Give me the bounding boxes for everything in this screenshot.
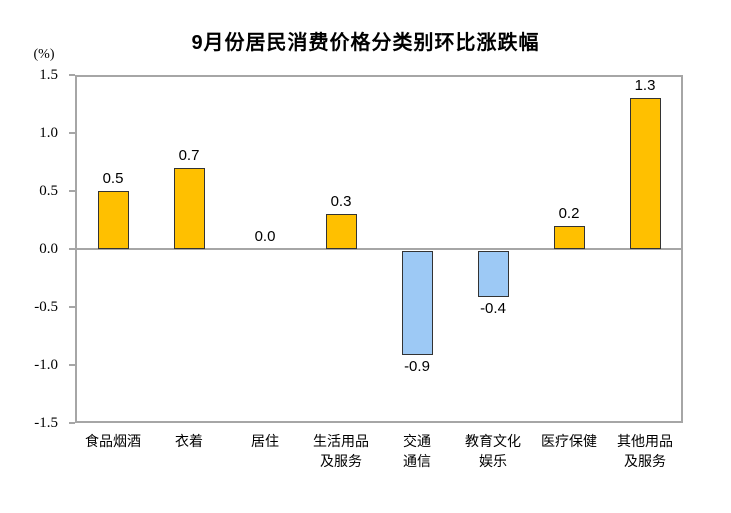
zero-baseline <box>75 248 683 250</box>
bar <box>98 191 129 249</box>
bar-value-label: -0.4 <box>480 300 506 317</box>
y-tick-mark <box>69 132 75 134</box>
bar <box>630 98 661 249</box>
x-category-label: 交通 通信 <box>403 433 431 469</box>
y-tick-label: -0.5 <box>34 299 58 315</box>
x-category-label: 食品烟酒 <box>85 433 141 449</box>
y-axis-unit-label: (%) <box>33 47 55 62</box>
y-tick-mark <box>69 74 75 76</box>
y-tick-mark <box>69 190 75 192</box>
bar-value-label: 0.3 <box>330 193 352 210</box>
bar-value-label: -0.9 <box>404 358 430 375</box>
bar-value-label: 0.2 <box>558 205 580 222</box>
x-category-label: 居住 <box>251 433 279 449</box>
y-tick-label: -1.5 <box>34 415 58 431</box>
bar-value-label: 1.3 <box>634 77 656 94</box>
y-tick-label: 0.0 <box>39 241 58 257</box>
x-category-label: 生活用品 及服务 <box>313 433 369 469</box>
y-tick-label: 0.5 <box>39 183 58 199</box>
x-category-label: 衣着 <box>175 433 203 449</box>
y-tick-mark <box>69 422 75 424</box>
bar-value-label: 0.0 <box>254 228 276 245</box>
y-tick-mark <box>69 306 75 308</box>
x-category-label: 教育文化 娱乐 <box>465 433 521 469</box>
bar <box>554 226 585 249</box>
bar <box>326 214 357 249</box>
bar <box>402 251 433 355</box>
bar-value-label: 0.5 <box>102 170 124 187</box>
bar <box>478 251 509 297</box>
y-tick-mark <box>69 364 75 366</box>
y-tick-label: -1.0 <box>34 357 58 373</box>
x-category-label: 医疗保健 <box>541 433 597 449</box>
y-tick-mark <box>69 248 75 250</box>
bar <box>174 168 205 249</box>
bar-value-label: 0.7 <box>178 147 200 164</box>
y-tick-label: 1.0 <box>39 125 58 141</box>
y-tick-label: 1.5 <box>39 67 58 83</box>
x-category-label: 其他用品 及服务 <box>617 433 673 469</box>
chart-title: 9月份居民消费价格分类别环比涨跌幅 <box>191 32 540 54</box>
